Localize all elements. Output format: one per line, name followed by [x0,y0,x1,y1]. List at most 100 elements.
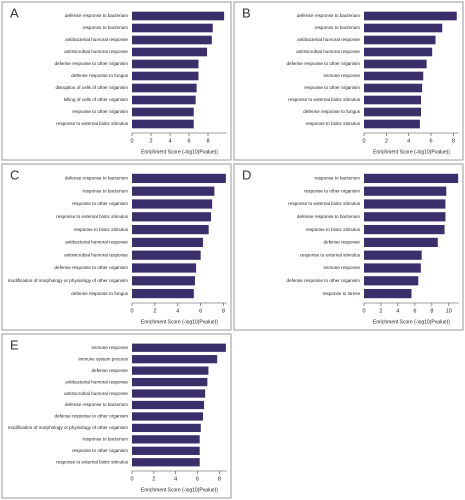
category-label: response to stress [322,291,360,296]
bar [132,250,201,260]
bar [132,237,203,248]
x-tick-label: 6 [196,476,199,482]
category-label: response to biotic stimulus [306,121,361,126]
category-label: response to bacterium [83,188,129,193]
category-label: response to bacterium [315,25,361,30]
category-label: killing of cells of other organism [64,97,128,102]
category-label: immune response [323,73,360,78]
bar [364,119,420,129]
x-tick-label: 8 [218,476,221,482]
category-label: antibacterial humoral response [65,240,128,245]
category-label: defense response to fungus [71,291,128,296]
category-label: defense response to other organism [54,61,128,66]
bar [132,389,206,398]
category-label: defense response to bacterium [297,214,360,219]
bar [132,412,203,421]
category-label: defense response to other organism [286,61,360,66]
panel-frame [233,163,464,331]
category-label: response to other organism [72,448,128,453]
category-label: antibacterial humoral response [297,37,360,42]
bar [132,288,194,299]
bar [132,355,218,364]
category-label: antibacterial humoral response [65,379,128,384]
x-tick-label: 0 [362,308,365,314]
category-label: immune system process [78,356,128,361]
x-axis-label: Enrichment Score (-log10(Pvalue)) [373,319,450,325]
bar [364,71,424,81]
x-tick-label: 8 [430,308,433,314]
x-tick-label: 0 [130,308,133,314]
bar [132,212,211,222]
category-label: modification of morphology or physiology… [8,425,128,430]
bar [364,107,421,117]
category-label: defense response to fungus [303,109,360,114]
x-tick-label: 2 [149,138,152,144]
bar [132,119,194,129]
x-tick-label: 6 [199,308,202,314]
bar [132,343,226,352]
bar [132,83,197,93]
x-tick-label: 0 [362,138,365,144]
bar [364,212,446,222]
x-tick-label: 4 [176,308,179,314]
bar [132,107,194,117]
x-tick-label: 6 [430,138,433,144]
category-label: antimicrobial humoral response [64,252,128,257]
bar [132,366,209,375]
category-label: defense response to bacterium [65,176,128,181]
bar [364,83,423,93]
x-tick-label: 4 [168,138,171,144]
category-label: immune response [91,345,128,350]
category-label: response to other organism [304,85,360,90]
bar [364,250,422,260]
panel-frame [1,333,232,499]
category-label: response to external stimulus [300,252,360,257]
panel-label: C [10,167,19,182]
x-tick-label: 6 [187,138,190,144]
x-axis-label: Enrichment Score (-log10(Pvalue)) [141,149,218,155]
bar [132,458,200,467]
category-label: response to external biotic stimulus [56,121,128,126]
bar [132,423,201,433]
category-label: disruption of cells of other organism [55,85,128,90]
panel-frame [233,1,464,161]
bar [364,11,457,21]
category-label: antimicrobial humoral response [64,49,128,54]
bar [132,95,196,105]
x-axis-label: Enrichment Score (-log10(Pvalue)) [141,487,218,493]
bar [364,276,419,286]
category-label: antimicrobial humoral response [64,391,128,396]
x-tick-label: 6 [413,308,416,314]
category-label: response to bacterium [83,25,129,30]
category-label: antibacterial humoral response [65,37,128,42]
category-label: defense response to bacterium [297,13,360,18]
bar [364,23,443,33]
x-tick-label: 0 [130,476,133,482]
category-label: response to external biotic stimulus [56,459,128,464]
x-axis-label: Enrichment Score (-log10(Pvalue)) [141,319,218,325]
bar [364,59,427,69]
x-tick-label: 4 [396,308,399,314]
panel-frame [1,163,232,331]
bar [364,199,446,209]
category-label: defense response to other organism [54,265,128,270]
x-tick-label: 2 [152,476,155,482]
bar [132,224,209,235]
category-label: response to external biotic stimulus [56,214,128,219]
category-label: defense response to other organism [54,414,128,419]
category-label: response to other organism [304,188,360,193]
bar [132,173,226,184]
bar [132,23,213,33]
bar [132,400,205,410]
panel-label: A [10,5,19,20]
category-label: defense response [323,240,360,245]
category-label: immune response [323,265,360,270]
bar [364,237,438,248]
category-label: response to bacterium [315,176,361,181]
panel-label: B [242,5,251,20]
panel-frame [1,1,232,161]
x-tick-label: 2 [153,308,156,314]
category-label: response to biotic stimulus [306,227,361,232]
bar [132,199,213,209]
